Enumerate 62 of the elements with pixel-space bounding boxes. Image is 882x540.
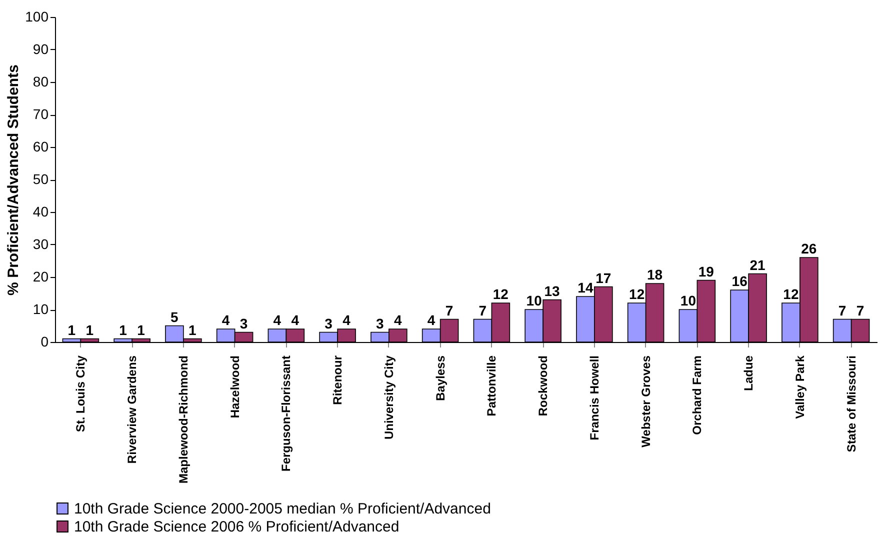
y-tick-label: 50 <box>32 171 49 187</box>
x-tick-label: Ferguson-Florissant <box>279 356 294 472</box>
y-tick-label: 40 <box>32 204 49 220</box>
data-label: 4 <box>427 312 436 328</box>
x-tick-label: State of Missouri <box>844 356 858 452</box>
data-label: 4 <box>222 312 230 328</box>
data-label: 1 <box>68 322 76 338</box>
data-label: 5 <box>170 308 179 325</box>
y-axis-title: % Proficient/Advanced Students <box>5 64 22 296</box>
y-tick-label: 30 <box>32 236 49 252</box>
data-label: 12 <box>629 286 645 302</box>
x-tick-label: Hazelwood <box>228 356 242 418</box>
x-tick-label: Pattonville <box>484 355 499 416</box>
x-tick-label: Ritenour <box>330 355 345 405</box>
y-tick-label: 80 <box>32 74 49 90</box>
y-tick-label: 90 <box>32 41 49 57</box>
data-label: 1 <box>188 322 197 338</box>
data-label: 3 <box>376 315 384 332</box>
y-tick-label: 0 <box>40 334 49 350</box>
data-label: 19 <box>698 263 714 280</box>
x-tick-label: University City <box>382 355 396 440</box>
y-tick-label: 70 <box>32 106 49 122</box>
data-label: 4 <box>273 312 282 328</box>
x-tick-label: Webster Groves <box>638 355 653 448</box>
x-tick-label: Ladue <box>742 355 756 391</box>
data-label: 7 <box>445 302 454 318</box>
data-label: 16 <box>732 273 748 289</box>
data-label: 10 <box>680 292 696 308</box>
data-label: 4 <box>291 312 300 328</box>
data-label: 1 <box>86 322 94 338</box>
x-tick-label: Maplewood-Richmond <box>176 356 190 484</box>
legend-label: 10th Grade Science 2000-2005 median % Proficient/Advanced <box>74 500 491 518</box>
data-label: 7 <box>478 302 487 318</box>
x-tick-label: Riverview Gardens <box>125 355 140 464</box>
x-tick-label: Orchard Farm <box>690 356 704 435</box>
data-label: 10 <box>526 292 542 308</box>
y-tick-label: 60 <box>32 138 49 154</box>
data-label: 12 <box>783 286 799 302</box>
data-label: 13 <box>544 282 560 299</box>
data-label: 26 <box>801 240 817 256</box>
data-label: 21 <box>750 256 766 273</box>
x-tick-label: St. Louis City <box>74 355 88 432</box>
data-label: 7 <box>838 302 846 318</box>
data-label: 14 <box>578 280 594 296</box>
data-label: 4 <box>342 312 351 328</box>
data-label: 18 <box>647 266 663 282</box>
y-tick-label: 100 <box>25 8 49 24</box>
data-label: 17 <box>596 270 612 286</box>
x-tick-label: Valley Park <box>792 355 807 419</box>
data-label: 3 <box>240 315 248 332</box>
y-tick-label: 10 <box>32 301 49 317</box>
y-tick-label: 20 <box>32 268 49 284</box>
legend-label: 10th Grade Science 2006 % Proficient/Advanced <box>74 518 400 536</box>
data-label: 12 <box>492 286 509 302</box>
x-tick-label: Bayless <box>433 355 448 401</box>
data-label: 1 <box>137 322 146 338</box>
x-tick-label: Rockwood <box>536 356 550 416</box>
data-label: 1 <box>119 322 128 338</box>
data-label: 4 <box>394 312 402 328</box>
data-label: 7 <box>856 302 864 318</box>
x-tick-label: Francis Howell <box>587 356 602 440</box>
data-label: 3 <box>324 315 333 332</box>
